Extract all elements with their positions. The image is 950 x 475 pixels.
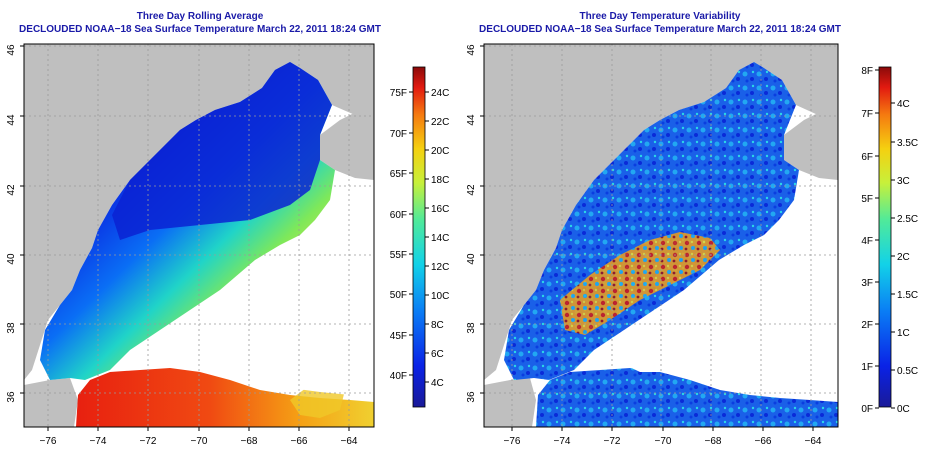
right-cbar-f-label: 6F: [861, 152, 873, 163]
right-lon-label: −68: [705, 436, 722, 447]
right-lon-label: −66: [755, 436, 772, 447]
left-cbar-c-label: 22C: [431, 117, 449, 128]
right-map-subtitle: DECLOUDED NOAA−18 Sea Surface Temperatur…: [479, 24, 841, 35]
left-lat-label: 44: [6, 114, 17, 126]
left-cbar-c-label: 16C: [431, 204, 449, 215]
left-nodata-region: [200, 230, 374, 395]
left-colorbar-scale: [412, 66, 426, 408]
left-lon-label: −68: [241, 436, 258, 447]
left-map: 46 44 42 40 38 36 −76 −74 −72 −70 −68 −66 −64: [6, 43, 375, 447]
right-cbar-c-label: 2.5C: [897, 214, 918, 225]
left-land-east: [320, 108, 374, 180]
left-cbar-f-label: 55F: [390, 250, 407, 261]
right-graticule: [484, 44, 838, 427]
left-map-title: Three Day Rolling Average: [136, 11, 264, 22]
left-cbar-f-label: 50F: [390, 290, 407, 301]
right-cbar-f-label: 5F: [861, 194, 873, 205]
left-lat-label: 42: [6, 184, 17, 196]
right-cbar-c-label: 0C: [897, 404, 910, 415]
right-cbar-c-label: 1C: [897, 328, 910, 339]
left-colorbar: 75F 70F 65F 60F 55F 50F 45F 40F 24C 22C 20C 18C 16C 1…: [390, 66, 449, 408]
left-lon-label: −66: [291, 436, 308, 447]
right-lon-label: −74: [554, 436, 571, 447]
right-cbar-c-label: 3.5C: [897, 138, 918, 149]
right-lat-label: 46: [466, 44, 477, 56]
right-high-variability-front: [560, 232, 720, 335]
left-cbar-c-label: 14C: [431, 233, 449, 244]
right-cbar-f-label: 4F: [861, 236, 873, 247]
right-lat-label: 42: [466, 184, 477, 196]
right-variability-south: [536, 368, 838, 427]
right-lon-label: −72: [604, 436, 621, 447]
right-cbar-f-label: 3F: [861, 278, 873, 289]
right-colorbar-scale: [878, 66, 892, 408]
left-land-south: [24, 378, 78, 427]
right-lon-label: −70: [655, 436, 672, 447]
left-land-mass: [24, 44, 374, 380]
right-lat-label: 44: [466, 114, 477, 126]
left-cbar-f-label: 45F: [390, 331, 407, 342]
right-cbar-f-label: 0F: [861, 404, 873, 415]
left-cbar-c-label: 10C: [431, 291, 449, 302]
right-map-frame: [483, 43, 839, 428]
right-cbar-c-label: 3C: [897, 176, 910, 187]
right-cbar-c-label: 2C: [897, 252, 910, 263]
left-cbar-c-label: 6C: [431, 349, 444, 360]
left-lon-label: −74: [90, 436, 107, 447]
left-lon-label: −72: [140, 436, 157, 447]
left-cbar-c-label: 24C: [431, 88, 449, 99]
left-cbar-c-label: 12C: [431, 262, 449, 273]
left-cbar-f-label: 70F: [390, 129, 407, 140]
right-lat-label: 38: [466, 322, 477, 334]
left-cbar-f-label: 60F: [390, 210, 407, 221]
left-cbar-c-label: 18C: [431, 175, 449, 186]
right-cbar-c-label: 0.5C: [897, 366, 918, 377]
right-colorbar: 8F 7F 6F 5F 4F 3F 2F 1F 0F 4C 3.5C 3C 2.5C 2C 1.5C 1C 0.…: [861, 66, 918, 415]
right-map-title: Three Day Temperature Variability: [579, 11, 741, 22]
left-lat-label: 38: [6, 322, 17, 334]
left-lon-label: −76: [40, 436, 57, 447]
left-sst-shelf: [112, 62, 332, 240]
left-map-subtitle: DECLOUDED NOAA−18 Sea Surface Temperatur…: [19, 24, 381, 35]
right-lat-label: 36: [466, 391, 477, 403]
right-cbar-f-label: 2F: [861, 320, 873, 331]
left-lat-label: 36: [6, 391, 17, 403]
right-cbar-c-label: 1.5C: [897, 290, 918, 301]
right-nodata-region-2: [615, 330, 700, 372]
right-map: 46 44 42 40 38 36 −76 −74 −72 −70 −68 −66 −64: [466, 43, 839, 447]
left-cbar-f-label: 65F: [390, 169, 407, 180]
left-lat-label: 46: [6, 44, 17, 56]
right-cbar-c-label: 4C: [897, 99, 910, 110]
right-lat-label: 40: [466, 253, 477, 265]
right-cbar-f-label: 1F: [861, 362, 873, 373]
left-lat-label: 40: [6, 253, 17, 265]
left-cbar-c-label: 20C: [431, 146, 449, 157]
right-lon-label: −64: [805, 436, 822, 447]
left-cbar-f-label: 75F: [390, 88, 407, 99]
left-cbar-f-label: 40F: [390, 371, 407, 382]
right-cbar-f-label: 7F: [861, 109, 873, 120]
right-lon-label: −76: [504, 436, 521, 447]
left-graticule: [24, 44, 374, 427]
left-cbar-c-label: 4C: [431, 378, 444, 389]
left-lon-label: −64: [341, 436, 358, 447]
left-cbar-c-label: 8C: [431, 320, 444, 331]
right-cbar-f-label: 8F: [861, 66, 873, 77]
right-land-mass: [484, 44, 838, 380]
left-lon-label: −70: [191, 436, 208, 447]
right-land-south: [484, 378, 536, 427]
right-nodata-region: [664, 230, 838, 395]
